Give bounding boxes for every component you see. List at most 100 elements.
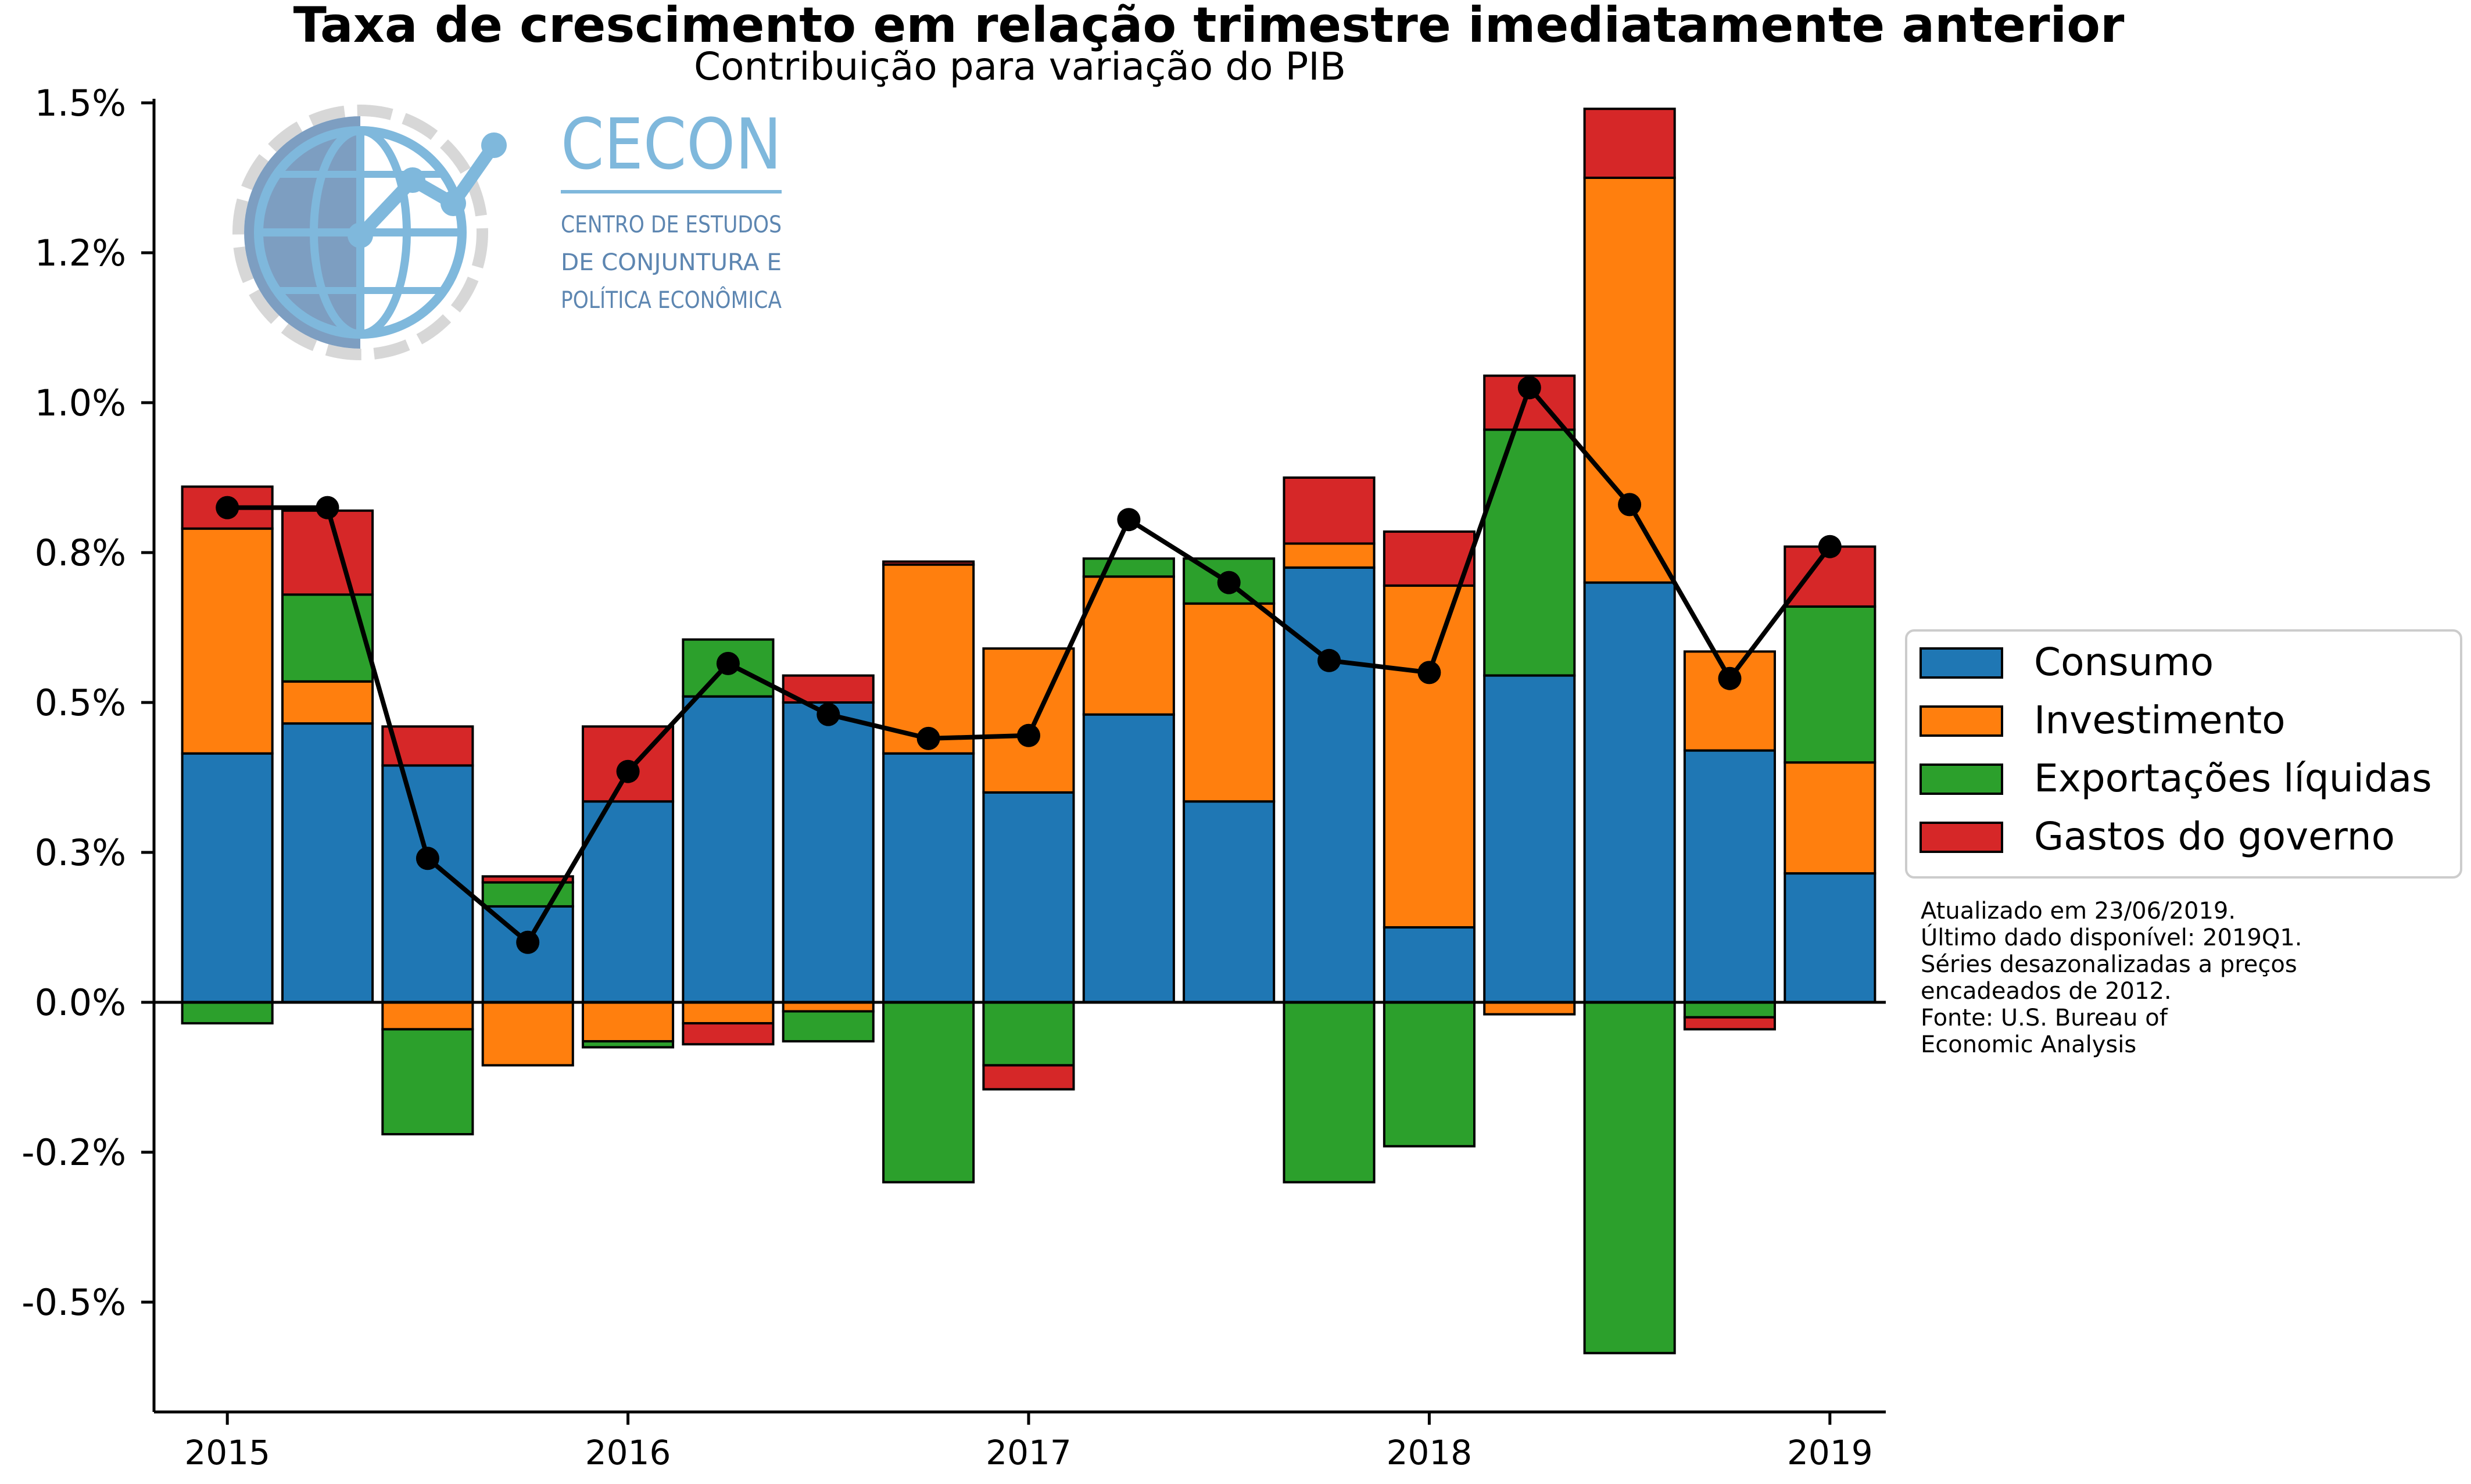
bar-gastos-do-governo-2017Q4 [1283,476,1376,545]
legend-label-2: Exportações líquidas [2034,756,2432,801]
y-tick-label: 1.2% [34,232,126,274]
y-tick-label: -0.2% [22,1131,126,1174]
bar-exporta-es-l-quidas-2019Q1 [1784,605,1876,764]
source-notes: Atualizado em 23/06/2019. Último dado di… [1921,898,2444,1058]
total-point-2016Q2 [716,651,740,675]
x-tick-label: 2016 [585,1433,671,1472]
total-point-2017Q3 [1217,571,1241,594]
bar-consumo-2015Q1 [181,752,274,1003]
logo-line1: CENTRO DE ESTUDOS [561,212,782,238]
bar-exporta-es-l-quidas-2015Q3 [381,1028,474,1136]
legend-swatch-1 [1919,705,2003,737]
bar-consumo-2016Q4 [882,752,975,1003]
bar-consumo-2016Q3 [782,701,875,1003]
total-point-2017Q2 [1117,508,1141,532]
total-point-2016Q4 [916,726,940,750]
total-point-2017Q1 [1017,723,1040,747]
total-point-2016Q1 [616,759,640,783]
bar-consumo-2017Q4 [1283,566,1376,1003]
bar-consumo-2017Q1 [982,791,1075,1004]
y-tick-label: 0.3% [34,831,126,874]
bar-investimento-2016Q2 [682,1001,775,1025]
bar-consumo-2016Q1 [582,800,675,1004]
legend-label-1: Investimento [2034,698,2286,743]
note-series-1: Séries desazonalizadas a preços [1921,951,2297,978]
bar-investimento-2017Q2 [1082,575,1175,716]
bar-consumo-2015Q4 [481,905,574,1004]
bar-gastos-do-governo-2016Q4 [882,560,975,566]
logo-line3: POLÍTICA ECONÔMICA [561,286,782,314]
bar-investimento-2019Q1 [1784,761,1876,875]
legend-frame [1905,629,2462,879]
bar-consumo-2018Q2 [1483,674,1576,1003]
bar-investimento-2015Q3 [381,1001,474,1031]
bar-gastos-do-governo-2017Q1 [982,1064,1075,1091]
bar-investimento-2015Q4 [481,1001,574,1067]
y-tick-label: 0.0% [34,981,126,1024]
bar-consumo-2018Q1 [1383,926,1476,1003]
x-tick-label: 2017 [986,1433,1072,1472]
cecon-logo: CECON CENTRO DE ESTUDOS DE CONJUNTURA E … [232,105,782,360]
x-tick-label: 2019 [1787,1433,1873,1472]
bar-consumo-2019Q1 [1784,872,1876,1003]
total-point-2018Q2 [1517,376,1541,400]
bar-investimento-2018Q1 [1383,584,1476,929]
chart-title: Taxa de crescimento em relação trimestre… [293,0,2125,53]
bar-investimento-2015Q2 [281,680,374,725]
legend-label-0: Consumo [2034,640,2214,684]
x-tick-label: 2018 [1387,1433,1473,1472]
x-tick-label: 2015 [184,1433,270,1472]
bar-investimento-2017Q3 [1183,602,1276,803]
bar-investimento-2018Q2 [1483,1001,1576,1016]
bar-investimento-2016Q4 [882,563,975,755]
bar-consumo-2018Q4 [1683,749,1776,1003]
bar-investimento-2016Q1 [582,1001,675,1043]
globe-icon [232,105,488,360]
y-tick-label: -0.5% [22,1281,126,1324]
total-point-2019Q1 [1818,535,1842,558]
note-series-2: encadeados de 2012. [1921,978,2172,1005]
bar-consumo-2015Q2 [281,722,374,1003]
bar-consumo-2017Q2 [1082,713,1175,1003]
axes-layer: -0.5% -0.2% 0.0% 0.3% 0.5% 0.8% 1.0% 1.2% 1.5% 20… [22,82,1886,1472]
bar-exporta-es-l-quidas-2017Q1 [982,1001,1075,1067]
total-point-2015Q1 [216,496,239,519]
legend-swatch-2 [1919,763,2003,795]
bar-gastos-do-governo-2015Q4 [481,875,574,884]
bar-investimento-2018Q3 [1583,177,1676,584]
trend-icon [356,141,500,240]
total-point-2016Q3 [816,702,840,726]
bar-exporta-es-l-quidas-2017Q4 [1283,1001,1376,1184]
note-source-2: Economic Analysis [1921,1031,2137,1058]
bar-exporta-es-l-quidas-2016Q4 [882,1001,975,1184]
bar-gastos-do-governo-2018Q1 [1383,530,1476,587]
bar-exporta-es-l-quidas-2016Q3 [782,1010,875,1043]
total-point-2015Q2 [316,496,339,519]
legend: Consumo Investimento Exportações líquidas G… [1905,629,2462,879]
bar-investimento-2015Q1 [181,527,274,755]
chart-subtitle: Contribuição para variação do PIB [694,44,1346,89]
total-point-2017Q4 [1317,648,1341,672]
bar-exporta-es-l-quidas-2015Q2 [281,593,374,683]
bar-exporta-es-l-quidas-2018Q4 [1683,1001,1776,1019]
y-tick-label: 1.5% [34,82,126,124]
total-point-2018Q4 [1718,666,1742,690]
bar-consumo-2018Q3 [1583,581,1676,1003]
bar-gastos-do-governo-2018Q3 [1583,107,1676,179]
legend-swatch-0 [1919,647,2003,679]
legend-swatch-3 [1919,822,2003,853]
bar-consumo-2016Q2 [682,695,775,1003]
note-last-data: Último dado disponível: 2019Q1. [1921,924,2302,951]
legend-label-3: Gastos do governo [2034,814,2395,859]
y-tick-label: 0.8% [34,532,126,574]
bar-exporta-es-l-quidas-2018Q1 [1383,1001,1476,1148]
total-line-layer [216,376,1842,954]
bar-investimento-2018Q4 [1683,650,1776,752]
bars-layer [181,107,1876,1354]
bar-exporta-es-l-quidas-2017Q2 [1082,557,1175,578]
note-source-1: Fonte: U.S. Bureau of [1921,1005,2168,1031]
bar-exporta-es-l-quidas-2015Q1 [181,1001,274,1025]
note-updated: Atualizado em 23/06/2019. [1921,898,2236,924]
total-point-2015Q3 [416,847,439,870]
logo-line2: DE CONJUNTURA E [561,249,782,276]
